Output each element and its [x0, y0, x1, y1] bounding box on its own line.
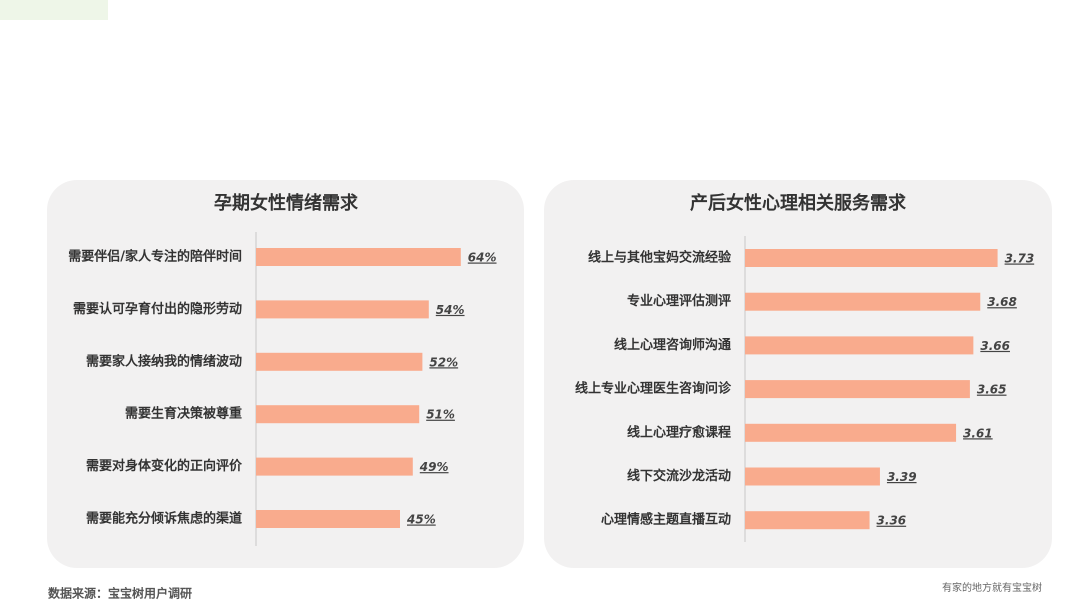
value-label: 64%	[468, 251, 497, 265]
bar	[745, 511, 870, 530]
category-label: 需要认可孕育付出的隐形劳动	[73, 301, 242, 317]
category-label: 需要能充分倾诉焦虑的渠道	[86, 511, 242, 527]
value-label: 3.68	[987, 295, 1017, 309]
value-label: 52%	[429, 355, 458, 369]
value-label: 3.61	[963, 426, 993, 440]
bar	[745, 380, 970, 399]
bar	[256, 300, 429, 319]
category-label: 需要伴侣/家人专注的陪伴时间	[68, 249, 242, 265]
category-label: 线上心理咨询师沟通	[614, 337, 731, 353]
category-label: 专业心理评估测评	[627, 293, 731, 309]
bar	[256, 248, 461, 266]
chart-title: 孕期女性情绪需求	[214, 192, 359, 214]
bar	[745, 336, 974, 355]
bar	[745, 423, 957, 442]
corner-decoration	[0, 0, 108, 20]
value-label: 45%	[406, 513, 436, 527]
category-label: 需要对身体变化的正向评价	[86, 458, 243, 474]
source-note: 数据来源：宝宝树用户调研	[48, 586, 192, 601]
bar	[745, 467, 880, 486]
bar	[256, 352, 423, 371]
bar	[256, 510, 400, 528]
value-label: 3.66	[980, 339, 1010, 353]
category-label: 线下交流沙龙活动	[627, 468, 731, 484]
category-label: 线上与其他宝妈交流经验	[588, 250, 732, 266]
left-card	[47, 180, 524, 568]
category-label: 心理情感主题直播互动	[601, 512, 731, 528]
value-label: 3.36	[877, 514, 907, 528]
value-label: 3.73	[1005, 252, 1035, 266]
bar	[256, 405, 420, 424]
value-label: 3.65	[977, 383, 1007, 397]
bar	[745, 292, 981, 311]
category-label: 需要生育决策被尊重	[125, 406, 242, 422]
bar	[256, 457, 413, 476]
slogan: 有家的地方就有宝宝树	[942, 581, 1042, 594]
bar	[745, 249, 998, 267]
value-label: 49%	[419, 460, 449, 474]
value-label: 51%	[426, 408, 455, 422]
value-label: 3.39	[887, 470, 917, 484]
category-label: 线上专业心理医生咨询问诊	[575, 381, 732, 397]
value-label: 54%	[436, 303, 465, 317]
chart-title: 产后女性心理相关服务需求	[690, 192, 907, 214]
category-label: 需要家人接纳我的情绪波动	[86, 353, 242, 369]
right-card	[544, 180, 1052, 568]
category-label: 线上心理疗愈课程	[627, 424, 731, 440]
